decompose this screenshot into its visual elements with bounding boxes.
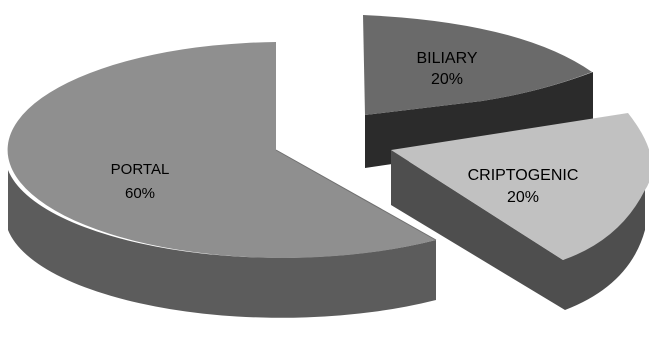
slice-portal-top [7,42,436,258]
slice-biliary-top [363,15,592,115]
slice-label-portal: PORTAL [111,161,170,178]
slice-value-criptogenic: 20% [507,189,539,206]
slice-portal [7,42,437,318]
slice-value-portal: 60% [125,185,155,202]
slice-criptogenic-side [391,150,645,310]
slice-portal-side [8,170,436,318]
slice-label-criptogenic: CRIPTOGENIC [468,167,579,184]
slice-criptogenic [391,113,649,310]
slice-label-biliary: BILIARY [416,50,477,67]
slice-value-biliary: 20% [431,71,463,88]
slice-biliary [363,15,593,168]
slice-biliary-side [365,72,593,168]
slice-criptogenic-top [391,113,649,260]
slice-portal-edge [275,149,437,241]
